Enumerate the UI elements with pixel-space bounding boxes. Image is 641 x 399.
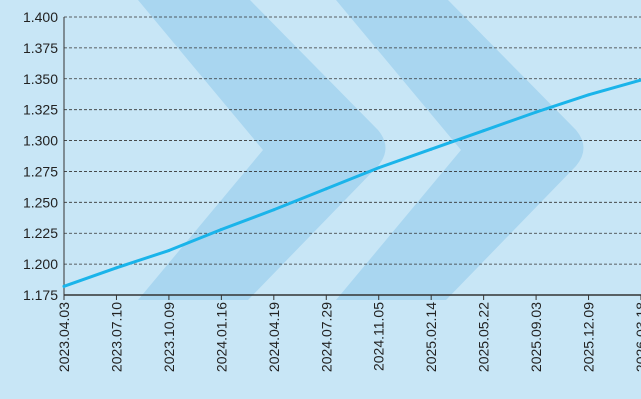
data-point <box>325 187 328 190</box>
data-point <box>377 166 380 169</box>
x-tick-label: 2026.03.18 <box>633 302 641 372</box>
x-tick-label: 2024.04.19 <box>266 302 282 372</box>
y-tick-label: 1.325 <box>23 102 58 118</box>
data-point <box>272 208 275 211</box>
x-tick-label: 2025.02.14 <box>423 302 439 372</box>
y-tick-label: 1.375 <box>23 40 58 56</box>
x-tick-label: 2025.12.09 <box>581 302 597 372</box>
data-point <box>167 249 170 252</box>
y-axis-ticks: 1.400 1.375 1.350 1.325 1.300 1.275 1.250 1.225… <box>23 9 58 303</box>
y-tick-label: 1.200 <box>23 256 58 272</box>
x-tick-label: 2023.10.09 <box>161 302 177 372</box>
x-tick-label: 2024.01.16 <box>213 302 229 372</box>
x-axis-ticks: 2023.04.03 2023.07.10 2023.10.09 2024.01.16… <box>56 295 641 372</box>
x-tick-label: 2023.04.03 <box>56 302 72 372</box>
x-tick-label: 2025.09.03 <box>528 302 544 372</box>
double-chevron-right-icon <box>138 0 584 300</box>
y-tick-label: 1.300 <box>23 133 58 149</box>
y-tick-label: 1.225 <box>23 225 58 241</box>
x-tick-label: 2024.11.05 <box>371 302 387 371</box>
y-tick-label: 1.400 <box>23 9 58 25</box>
data-point <box>587 93 590 96</box>
data-point <box>220 228 223 231</box>
x-tick-label: 2025.05.22 <box>476 302 492 372</box>
y-tick-label: 1.250 <box>23 194 58 210</box>
data-point <box>63 285 66 288</box>
data-point <box>430 148 433 151</box>
x-tick-label: 2023.07.10 <box>108 302 124 372</box>
data-point <box>115 266 118 269</box>
y-tick-label: 1.175 <box>23 287 58 303</box>
data-point <box>535 111 538 114</box>
chevron-shape <box>138 0 386 300</box>
y-tick-label: 1.275 <box>23 163 58 179</box>
y-tick-label: 1.350 <box>23 71 58 87</box>
data-point <box>482 129 485 132</box>
x-tick-label: 2024.07.29 <box>318 302 334 372</box>
